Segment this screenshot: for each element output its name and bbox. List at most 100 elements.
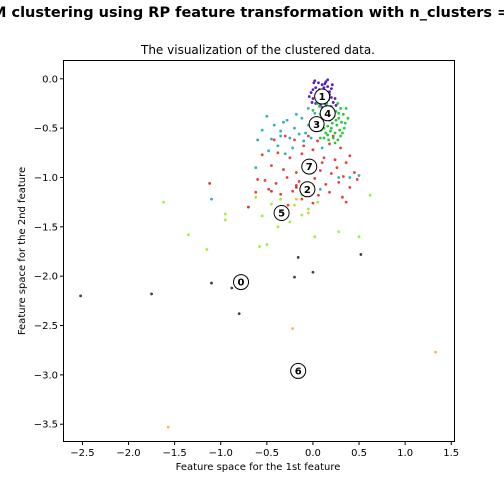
data-point-cluster-3 xyxy=(276,144,280,148)
data-point-cluster-2 xyxy=(317,193,320,197)
data-point-cluster-4 xyxy=(331,136,335,140)
centers-layer: 0 1 2 34 5 6 7 xyxy=(233,88,336,379)
data-point-cluster-3 xyxy=(300,116,304,120)
data-point-cluster-2 xyxy=(339,146,342,150)
cluster-center-label: 4 xyxy=(324,109,331,120)
data-point-cluster-3 xyxy=(279,129,283,133)
data-point-cluster-3 xyxy=(320,146,324,150)
data-point-cluster-4 xyxy=(346,116,350,120)
data-point-cluster-2 xyxy=(337,181,341,184)
y-tick-label: −3.0 xyxy=(34,370,58,381)
data-point-cluster-2 xyxy=(313,177,317,180)
data-point-cluster-5 xyxy=(265,243,269,246)
data-point-cluster-5 xyxy=(300,213,304,217)
data-point-cluster-2 xyxy=(293,138,296,142)
data-point-cluster-2 xyxy=(270,164,273,168)
data-point-cluster-2 xyxy=(341,175,345,178)
data-point-cluster-4 xyxy=(337,116,341,120)
data-point-cluster-2 xyxy=(263,179,267,182)
data-point-cluster-4 xyxy=(329,129,332,133)
data-point-cluster-3 xyxy=(260,128,264,132)
data-point-cluster-1 xyxy=(320,83,324,87)
data-point-cluster-3 xyxy=(272,123,276,127)
data-point-cluster-6 xyxy=(166,425,170,429)
figure-suptitle: M clustering using RP feature transforma… xyxy=(0,5,504,21)
x-axis-label: Feature space for the 1st feature xyxy=(176,462,341,473)
x-tick-label: −1.0 xyxy=(209,448,233,459)
data-point-cluster-5 xyxy=(162,200,165,204)
data-point-cluster-0 xyxy=(150,292,153,296)
data-point-cluster-4 xyxy=(341,131,344,135)
x-tick-label: −0.5 xyxy=(255,448,279,459)
data-point-cluster-3 xyxy=(337,176,341,179)
data-point-cluster-4 xyxy=(317,105,321,108)
data-point-cluster-5 xyxy=(293,203,296,207)
data-point-cluster-2 xyxy=(311,148,315,152)
cluster-center-label: 3 xyxy=(313,120,320,131)
data-point-cluster-5 xyxy=(279,197,283,201)
data-point-cluster-5 xyxy=(254,195,258,199)
data-point-cluster-2 xyxy=(283,134,287,138)
data-point-cluster-4 xyxy=(327,138,331,142)
data-point-cluster-3 xyxy=(285,118,289,122)
y-axis-label: Feature space for the 2nd feature xyxy=(17,167,28,335)
cluster-center-marker xyxy=(290,362,307,379)
data-point-cluster-7 xyxy=(294,185,298,189)
y-axis: 0.0 −0.5 −1.0 −1.5 −2.0 −2.5 −3.0 −3.5 xyxy=(34,74,64,431)
x-tick-label: 0.5 xyxy=(351,448,367,459)
data-point-cluster-0 xyxy=(293,275,296,279)
data-point-cluster-4 xyxy=(326,133,330,137)
data-point-cluster-6 xyxy=(306,211,310,215)
data-point-cluster-2 xyxy=(320,161,324,165)
cluster-center-marker xyxy=(299,181,316,198)
cluster-center-marker xyxy=(301,158,318,175)
data-point-cluster-2 xyxy=(324,182,328,186)
data-point-cluster-1 xyxy=(309,91,313,94)
data-point-cluster-2 xyxy=(306,134,310,138)
data-point-cluster-1 xyxy=(334,104,338,107)
data-point-cluster-2 xyxy=(328,142,331,146)
data-point-cluster-4 xyxy=(343,121,347,125)
plot-frame xyxy=(63,60,455,442)
data-point-cluster-4 xyxy=(330,121,334,125)
data-point-cluster-4 xyxy=(333,131,337,135)
data-point-cluster-4 xyxy=(311,108,315,112)
x-axis: −2.5 −2.0 −1.5 −1.0 −0.5 0.0 0.5 1.0 1.5 xyxy=(70,441,459,459)
data-point-cluster-2 xyxy=(355,178,359,181)
data-point-cluster-3 xyxy=(313,111,317,115)
data-point-cluster-2 xyxy=(272,138,276,142)
x-tick-label: −1.5 xyxy=(162,448,186,459)
data-point-cluster-2 xyxy=(344,161,348,165)
data-point-cluster-3 xyxy=(293,126,296,130)
data-point-cluster-7 xyxy=(246,205,250,209)
data-point-cluster-2 xyxy=(286,203,290,207)
data-point-cluster-3 xyxy=(267,149,271,153)
data-point-cluster-4 xyxy=(324,131,328,135)
data-point-cluster-5 xyxy=(187,233,190,237)
cluster-center-label: 0 xyxy=(238,278,245,289)
data-point-cluster-1 xyxy=(330,83,334,87)
data-point-cluster-1 xyxy=(326,78,330,82)
data-point-cluster-6 xyxy=(434,350,437,354)
data-point-cluster-4 xyxy=(341,112,345,116)
data-point-cluster-3 xyxy=(291,146,295,150)
data-point-cluster-2 xyxy=(318,169,322,172)
data-point-cluster-4 xyxy=(329,126,333,130)
data-point-cluster-2 xyxy=(329,172,333,175)
data-point-cluster-5 xyxy=(223,212,227,216)
data-point-cluster-1 xyxy=(312,81,316,85)
data-point-cluster-5 xyxy=(313,235,317,239)
data-point-cluster-3 xyxy=(348,176,352,179)
data-point-cluster-3 xyxy=(256,138,260,142)
y-tick-label: −2.5 xyxy=(34,321,58,332)
data-point-cluster-2 xyxy=(282,168,285,171)
data-point-cluster-5 xyxy=(205,248,209,251)
data-point-cluster-0 xyxy=(210,281,213,285)
x-tick-label: −2.5 xyxy=(70,448,94,459)
data-point-cluster-3 xyxy=(210,197,213,201)
data-point-cluster-2 xyxy=(353,171,356,174)
y-tick-label: −2.0 xyxy=(34,272,58,283)
data-point-cluster-2 xyxy=(291,189,295,193)
data-point-cluster-2 xyxy=(333,158,337,162)
